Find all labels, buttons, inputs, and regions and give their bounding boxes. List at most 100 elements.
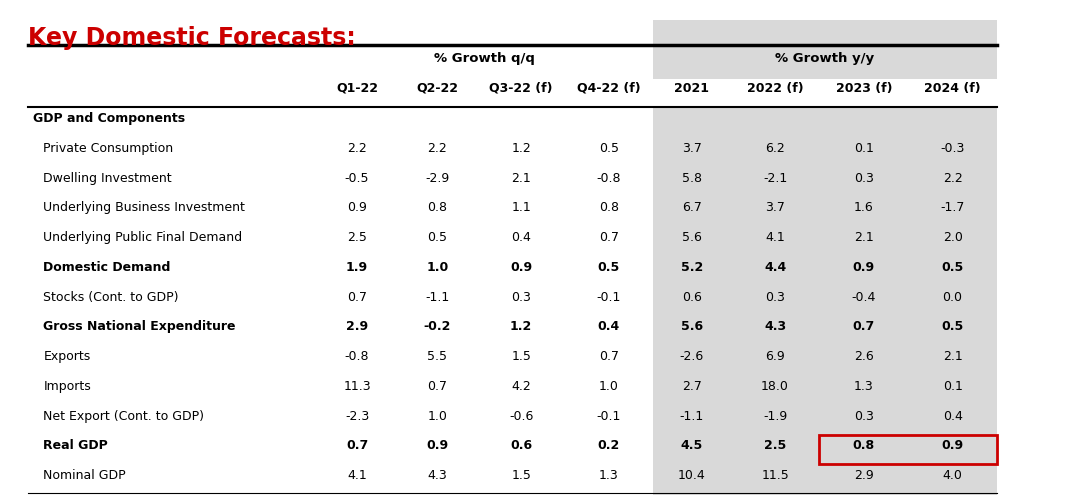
Text: % Growth q/q: % Growth q/q: [434, 52, 535, 65]
Text: 0.3: 0.3: [853, 410, 874, 423]
Text: 2.2: 2.2: [348, 142, 367, 155]
Text: 4.5: 4.5: [680, 439, 703, 452]
Text: 2024 (f): 2024 (f): [924, 81, 981, 94]
Text: 0.9: 0.9: [941, 439, 964, 452]
Text: 1.1: 1.1: [511, 202, 531, 215]
Text: Stocks (Cont. to GDP): Stocks (Cont. to GDP): [43, 290, 179, 304]
Text: 5.6: 5.6: [682, 231, 702, 244]
Text: 0.1: 0.1: [853, 142, 874, 155]
Text: GDP and Components: GDP and Components: [32, 112, 185, 125]
Text: 2.1: 2.1: [511, 172, 531, 185]
Text: 0.6: 0.6: [510, 439, 532, 452]
Text: -2.9: -2.9: [426, 172, 449, 185]
Text: 4.0: 4.0: [942, 469, 963, 482]
Text: 6.9: 6.9: [766, 350, 785, 363]
Text: -0.8: -0.8: [597, 172, 622, 185]
Text: 2.5: 2.5: [764, 439, 786, 452]
Text: 0.8: 0.8: [599, 202, 618, 215]
Text: 2.2: 2.2: [428, 142, 447, 155]
Text: 3.7: 3.7: [766, 202, 785, 215]
Bar: [653, 436, 997, 465]
Text: 0.7: 0.7: [345, 439, 368, 452]
Bar: [653, 287, 997, 316]
Text: -0.8: -0.8: [344, 350, 369, 363]
Text: 0.8: 0.8: [852, 439, 875, 452]
Text: -0.1: -0.1: [597, 290, 621, 304]
Text: 0.4: 0.4: [598, 320, 619, 333]
Text: Net Export (Cont. to GDP): Net Export (Cont. to GDP): [43, 410, 205, 423]
Text: 0.5: 0.5: [941, 261, 964, 274]
Text: 2.9: 2.9: [854, 469, 874, 482]
Text: 2021: 2021: [675, 81, 709, 94]
Bar: [653, 257, 997, 287]
Bar: [653, 108, 997, 138]
Text: 0.5: 0.5: [941, 320, 964, 333]
Text: 0.7: 0.7: [347, 290, 367, 304]
Text: 3.7: 3.7: [682, 142, 702, 155]
Text: Dwelling Investment: Dwelling Investment: [43, 172, 172, 185]
Text: 0.7: 0.7: [599, 231, 618, 244]
Text: 0.5: 0.5: [598, 261, 619, 274]
Text: 4.3: 4.3: [764, 320, 786, 333]
Text: Private Consumption: Private Consumption: [43, 142, 173, 155]
Text: 2.7: 2.7: [682, 380, 702, 393]
Text: 4.2: 4.2: [511, 380, 531, 393]
Text: Real GDP: Real GDP: [43, 439, 108, 452]
Text: 0.5: 0.5: [428, 231, 447, 244]
Text: 1.2: 1.2: [510, 320, 533, 333]
Text: 1.9: 1.9: [345, 261, 368, 274]
Text: -0.2: -0.2: [423, 320, 451, 333]
Bar: [653, 376, 997, 406]
Bar: [653, 346, 997, 376]
Text: 0.4: 0.4: [942, 410, 963, 423]
Text: Nominal GDP: Nominal GDP: [43, 469, 126, 482]
Text: -0.3: -0.3: [940, 142, 965, 155]
Text: Q4-22 (f): Q4-22 (f): [577, 81, 641, 94]
Text: 18.0: 18.0: [761, 380, 790, 393]
Text: Imports: Imports: [43, 380, 91, 393]
Text: % Growth y/y: % Growth y/y: [775, 52, 874, 65]
Text: 2.6: 2.6: [854, 350, 874, 363]
Text: -1.1: -1.1: [426, 290, 449, 304]
Text: 2023 (f): 2023 (f): [836, 81, 892, 94]
Text: 1.0: 1.0: [428, 410, 447, 423]
Text: Exports: Exports: [43, 350, 91, 363]
Text: 2.1: 2.1: [854, 231, 874, 244]
Text: -0.4: -0.4: [851, 290, 876, 304]
Text: Q1-22: Q1-22: [336, 81, 378, 94]
Text: 1.0: 1.0: [599, 380, 618, 393]
Bar: [653, 406, 997, 436]
Text: -1.1: -1.1: [680, 410, 704, 423]
Text: 2.2: 2.2: [942, 172, 963, 185]
Text: 2.9: 2.9: [345, 320, 368, 333]
Text: 0.1: 0.1: [942, 380, 963, 393]
Text: 1.5: 1.5: [511, 469, 531, 482]
Text: 0.2: 0.2: [598, 439, 619, 452]
Bar: [653, 168, 997, 198]
Text: 0.3: 0.3: [766, 290, 785, 304]
Bar: [820, 435, 997, 464]
Text: 2.0: 2.0: [942, 231, 963, 244]
Text: 5.6: 5.6: [680, 320, 703, 333]
Bar: [653, 198, 997, 228]
Text: 4.1: 4.1: [348, 469, 367, 482]
Text: 0.8: 0.8: [428, 202, 447, 215]
Text: -2.6: -2.6: [680, 350, 704, 363]
Text: 2022 (f): 2022 (f): [747, 81, 804, 94]
Text: 0.4: 0.4: [511, 231, 531, 244]
Text: 0.9: 0.9: [427, 439, 448, 452]
Text: -1.7: -1.7: [940, 202, 965, 215]
Text: 0.9: 0.9: [510, 261, 532, 274]
Text: 6.7: 6.7: [682, 202, 702, 215]
Text: 2.1: 2.1: [942, 350, 963, 363]
Text: 11.3: 11.3: [343, 380, 370, 393]
Text: 0.3: 0.3: [511, 290, 531, 304]
Text: 11.5: 11.5: [761, 469, 790, 482]
Text: 5.2: 5.2: [680, 261, 703, 274]
Text: Key Domestic Forecasts:: Key Domestic Forecasts:: [28, 26, 356, 50]
Text: 2.5: 2.5: [348, 231, 367, 244]
Text: -0.5: -0.5: [344, 172, 369, 185]
Text: 0.7: 0.7: [599, 350, 618, 363]
Text: 1.3: 1.3: [854, 380, 874, 393]
Text: 1.2: 1.2: [511, 142, 531, 155]
